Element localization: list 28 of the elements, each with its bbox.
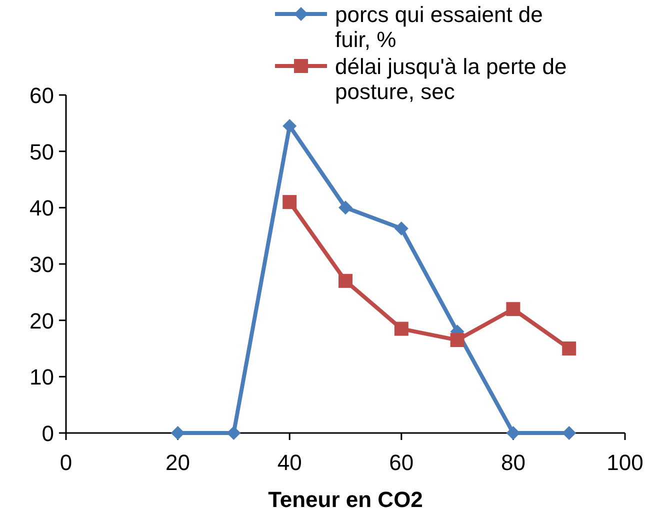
- x-tick-label: 20: [166, 450, 190, 475]
- point: [170, 426, 185, 440]
- x-tick-label: 100: [606, 450, 644, 475]
- point: [506, 426, 520, 440]
- point: [226, 426, 241, 440]
- y-tick-label: 20: [30, 308, 54, 334]
- point: [338, 200, 352, 215]
- x-tick-label: 40: [277, 450, 302, 475]
- y-tick-label: 60: [30, 83, 54, 108]
- point: [282, 118, 297, 133]
- legend-label: délai jusqu'à la perte de posture, sec: [335, 54, 567, 104]
- y-tick-label: 40: [30, 196, 54, 221]
- y-tick-label: 50: [30, 139, 54, 164]
- x-tick-label: 80: [500, 450, 526, 475]
- x-tick-label: 60: [389, 450, 414, 475]
- point: [562, 426, 576, 440]
- point: [282, 195, 297, 210]
- y-tick-label: 30: [30, 252, 54, 277]
- y-tick-label: 10: [30, 364, 54, 390]
- point: [562, 342, 576, 356]
- point: [338, 274, 352, 288]
- point: [394, 322, 408, 336]
- point: [394, 222, 408, 236]
- x-axis-title: Teneur en CO2: [268, 487, 423, 512]
- point: [450, 333, 464, 348]
- point: [506, 302, 520, 316]
- y-tick-label: 0: [42, 421, 54, 446]
- x-tick-label: 0: [60, 450, 72, 475]
